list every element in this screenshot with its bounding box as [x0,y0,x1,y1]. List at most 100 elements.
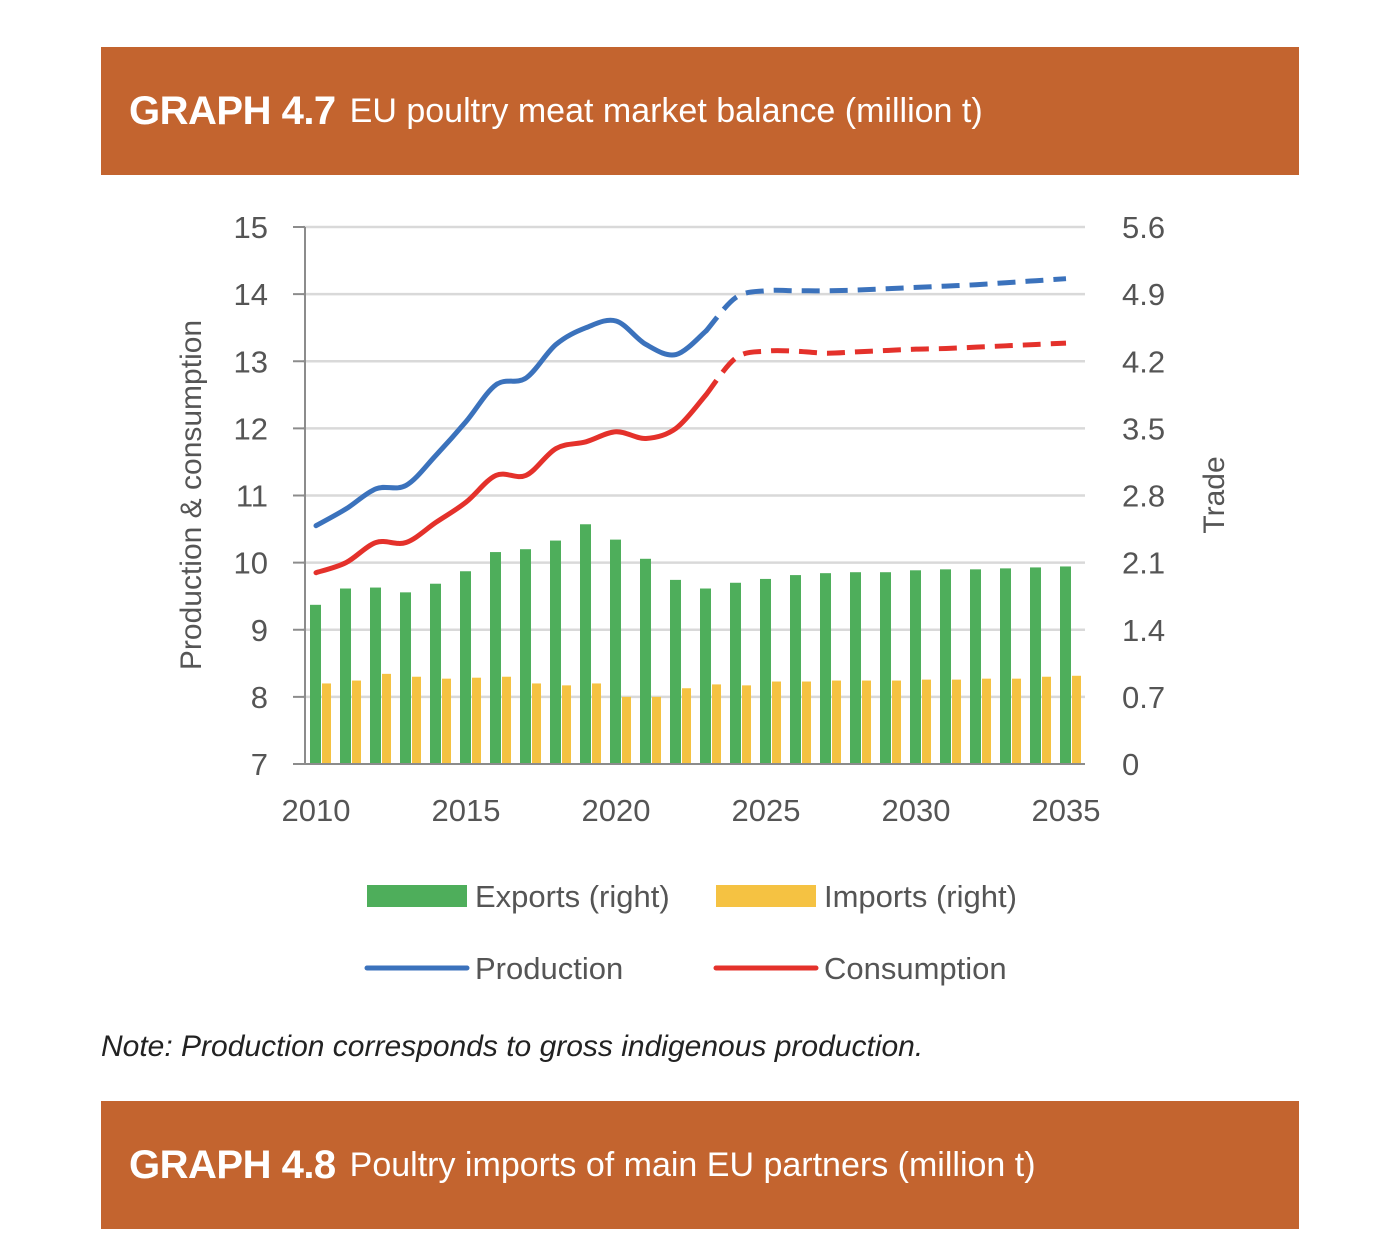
consumption-line-projection [704,340,1067,397]
y-left-tick-label: 14 [234,277,268,312]
import-bar [682,688,691,764]
export-bar [370,587,381,764]
import-bar [952,679,961,764]
export-bar [430,583,441,764]
export-bar [700,588,711,764]
y-right-tick-label: 0 [1122,747,1139,782]
lines [313,276,1067,576]
import-bar [772,681,781,764]
bars [310,524,1081,764]
y-left-tick-label: 10 [234,546,268,581]
import-bar [742,685,751,764]
export-bar [760,578,771,764]
y-right-tick-label: 5.6 [1122,210,1165,245]
legend-swatch-imports-right [716,885,816,907]
import-bar [802,681,811,764]
export-bar [580,524,591,764]
graph-title: Poultry imports of main EU partners (mil… [349,1145,1036,1184]
consumption-line-historical [313,392,709,576]
export-bar [730,582,741,764]
export-bar [970,569,981,764]
import-bar [532,683,541,764]
import-bar [1012,678,1021,764]
y-right-tick-label: 3.5 [1122,411,1165,446]
production-line-projection [704,276,1067,333]
legend-label-imports-right: Imports (right) [824,879,1017,914]
chart-note: Note: Production corresponds to gross in… [101,1030,924,1063]
import-bar [832,680,841,764]
x-tick-label: 2010 [282,793,351,828]
export-bar [460,571,471,764]
y-right-tick-label: 4.2 [1122,344,1165,379]
x-tick-label: 2030 [882,793,951,828]
y-right-tick-label: 2.1 [1122,546,1165,581]
import-bar [562,685,571,764]
import-bar [412,676,421,764]
export-bar [850,572,861,764]
import-bar [502,676,511,764]
y-left-tick-label: 8 [251,680,268,715]
import-bar [622,696,631,764]
export-bar [310,604,321,764]
import-bar [442,678,451,764]
export-bar [610,539,621,764]
import-bar [322,683,331,764]
import-bar [712,684,721,764]
export-bar [550,540,561,764]
graph-number: GRAPH 4.8 [129,1142,336,1187]
import-bar [892,680,901,764]
y-left-tick-label: 13 [234,344,268,379]
export-bar [490,552,501,764]
x-tick-label: 2015 [432,793,501,828]
export-bar [940,569,951,764]
import-bar [592,683,601,764]
export-bar [400,592,411,764]
export-bar [790,575,801,764]
export-bar [1030,567,1041,764]
y-left-axis-label: Production & consumption [175,320,208,670]
legend-label-exports-right: Exports (right) [475,879,670,914]
import-bar [1072,675,1081,764]
y-left-tick-label: 9 [251,613,268,648]
axes: 7 8 9 10 11 12 13 14 15 0 0.7 1.4 2.1 2.8 3.5 4.2 4.9 5.6… [175,210,1231,828]
y-left-tick-label: 11 [236,479,268,514]
production-line-historical [313,317,709,529]
legend-label-production: Production [475,951,623,986]
legend-label-consumption: Consumption [824,951,1007,986]
x-tick-label: 2035 [1032,793,1101,828]
y-right-tick-label: 4.9 [1122,277,1165,312]
y-left-tick-label: 12 [234,411,268,446]
export-bar [520,549,531,764]
y-right-tick-label: 1.4 [1122,613,1165,648]
market-balance-chart: 7 8 9 10 11 12 13 14 15 0 0.7 1.4 2.1 2.8 3.5 4.2 4.9 5.6… [175,210,1231,986]
y-left-tick-label: 7 [251,747,268,782]
export-bar [670,579,681,764]
y-left-tick-label: 15 [234,210,268,245]
export-bar [910,570,921,764]
import-bar [1042,676,1051,764]
import-bar [922,679,931,764]
x-tick-label: 2020 [582,793,651,828]
y-right-axis-label: Trade [1198,456,1231,533]
import-bar [382,673,391,764]
legend: Exports (right) Imports (right) Production… [364,879,1017,986]
export-bar [340,588,351,764]
import-bar [982,678,991,764]
y-right-tick-label: 0.7 [1122,680,1165,715]
import-bar [652,696,661,764]
gridlines [303,225,1085,699]
export-bar [1060,566,1071,764]
y-right-tick-label: 2.8 [1122,479,1165,514]
import-bar [862,680,871,764]
graph-number: GRAPH 4.7 [129,88,336,133]
export-bar [820,573,831,764]
graph-4-7-banner: GRAPH 4.7 EU poultry meat market balance… [101,47,1299,175]
export-bar [1000,568,1011,764]
import-bar [472,677,481,764]
import-bar [352,680,361,764]
export-bar [880,572,891,764]
graph-title: EU poultry meat market balance (million … [349,91,983,130]
export-bar [640,558,651,764]
graph-4-8-banner: GRAPH 4.8 Poultry imports of main EU par… [101,1101,1299,1229]
legend-swatch-exports-right [367,885,467,907]
